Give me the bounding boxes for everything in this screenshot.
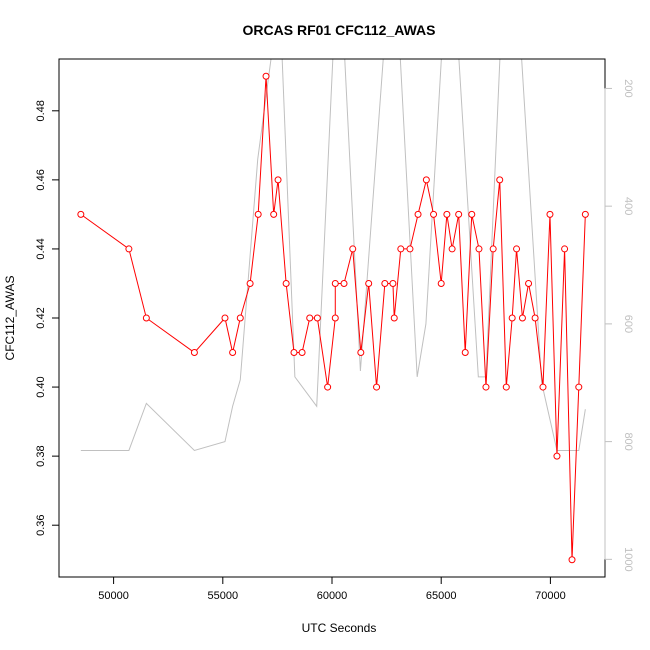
grey-series-line xyxy=(80,59,586,452)
data-point xyxy=(443,210,451,218)
data-point xyxy=(561,245,569,253)
data-point xyxy=(568,556,576,564)
y2-tick-label: 400 xyxy=(622,197,634,215)
data-point xyxy=(373,383,381,391)
data-point xyxy=(448,245,456,253)
data-point xyxy=(430,210,438,218)
data-point xyxy=(313,314,321,322)
data-point xyxy=(298,349,306,357)
data-point xyxy=(246,279,254,287)
data-point xyxy=(190,349,198,357)
data-point xyxy=(306,314,314,322)
data-point xyxy=(270,210,278,218)
data-point xyxy=(406,245,414,253)
data-point xyxy=(282,279,290,287)
data-point xyxy=(414,210,422,218)
y-tick-label: 0.46 xyxy=(35,169,47,190)
data-point xyxy=(496,176,504,184)
x-tick-label: 60000 xyxy=(317,590,348,602)
x-tick-label: 65000 xyxy=(426,590,457,602)
data-point xyxy=(455,210,463,218)
data-point xyxy=(331,279,339,287)
data-point xyxy=(508,314,516,322)
x-axis-label: UTC Seconds xyxy=(302,621,377,635)
data-point xyxy=(461,349,469,357)
data-point xyxy=(502,383,510,391)
red-series-line xyxy=(80,76,586,560)
x-tick-label: 70000 xyxy=(535,590,566,602)
data-point xyxy=(357,349,365,357)
y-tick-label: 0.42 xyxy=(35,307,47,328)
series-layer xyxy=(77,59,589,564)
data-point xyxy=(349,245,357,253)
data-point xyxy=(475,245,483,253)
data-point xyxy=(546,210,554,218)
data-point xyxy=(482,383,490,391)
x-tick-label: 55000 xyxy=(208,590,239,602)
data-point xyxy=(142,314,150,322)
y-tick-label: 0.38 xyxy=(35,445,47,466)
data-point xyxy=(229,349,237,357)
data-point xyxy=(274,176,282,184)
y2-tick-label: 800 xyxy=(622,432,634,450)
y2-tick-label: 200 xyxy=(622,79,634,97)
data-point xyxy=(365,279,373,287)
data-point xyxy=(254,210,262,218)
data-point xyxy=(236,314,244,322)
axes-layer: 50000 55000 60000 65000 70000 0.36 0.38 0.40 0.4… xyxy=(35,79,634,602)
data-point xyxy=(290,349,298,357)
data-point xyxy=(125,245,133,253)
y-tick-label: 0.40 xyxy=(35,376,47,397)
data-point xyxy=(575,383,583,391)
data-point xyxy=(262,72,270,80)
y2-tick-label: 1000 xyxy=(622,547,634,571)
data-point xyxy=(553,452,561,460)
y-axis-label: CFC112_AWAS xyxy=(3,276,17,361)
x-tick-label: 50000 xyxy=(98,590,129,602)
y-tick-label: 0.48 xyxy=(35,100,47,121)
data-point xyxy=(77,210,85,218)
data-point xyxy=(468,210,476,218)
y2-tick-label: 600 xyxy=(622,315,634,333)
data-point xyxy=(513,245,521,253)
data-point xyxy=(390,314,398,322)
data-point xyxy=(331,314,339,322)
data-point xyxy=(525,279,533,287)
data-point xyxy=(422,176,430,184)
data-point xyxy=(539,383,547,391)
data-point xyxy=(489,245,497,253)
chart-title: ORCAS RF01 CFC112_AWAS xyxy=(243,22,436,38)
data-point xyxy=(531,314,539,322)
data-point xyxy=(437,279,445,287)
y-tick-label: 0.44 xyxy=(35,238,47,259)
data-point xyxy=(340,279,348,287)
y-tick-label: 0.36 xyxy=(35,514,47,535)
data-point xyxy=(581,210,589,218)
data-point xyxy=(518,314,526,322)
data-point xyxy=(381,279,389,287)
data-point xyxy=(397,245,405,253)
data-point xyxy=(221,314,229,322)
data-point xyxy=(324,383,332,391)
data-point xyxy=(389,279,397,287)
